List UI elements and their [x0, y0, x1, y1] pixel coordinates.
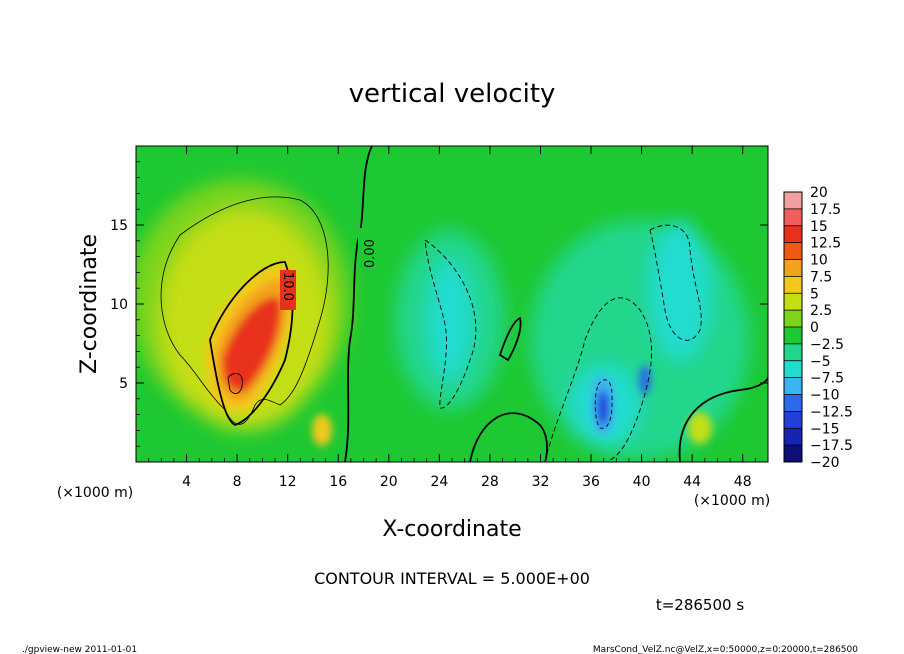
x-tick-label: 8	[233, 474, 242, 490]
x-tick-label: 12	[279, 474, 297, 490]
x-tick-label: 48	[734, 474, 752, 490]
contour-label-0-text: 0.00	[363, 239, 378, 268]
x-tick-label: 40	[633, 474, 651, 490]
field-cool-right	[530, 220, 750, 460]
contour-lines	[160, 146, 768, 462]
x-unit-label-left: (×1000 m)	[57, 485, 133, 501]
colorbar-swatch	[784, 208, 802, 226]
contour-zero-right	[678, 375, 768, 462]
contour-10	[209, 261, 294, 426]
contour-zero-blob	[469, 412, 548, 462]
colorbar-swatch	[784, 225, 802, 243]
colorbar-swatch	[784, 394, 802, 412]
x-tick-label: 20	[380, 474, 398, 490]
colorbar-swatch	[784, 293, 802, 311]
downdraft-small-blue	[639, 365, 651, 395]
x-axis: 4 8 12 16 20 24 28 32 36 40 44 48	[148, 146, 756, 490]
x-unit-label-right: (×1000 m)	[694, 493, 770, 509]
contour-neg5-left	[424, 239, 477, 409]
contour-label-10: 10.0	[280, 270, 296, 310]
colorbar-label: 7.5	[810, 269, 832, 285]
y-axis-title: Z-coordinate	[77, 234, 102, 374]
x-tick-label: 4	[182, 474, 191, 490]
heatmap-field: 10.0 0.00	[136, 146, 768, 462]
x-tick-label: 24	[430, 474, 448, 490]
colorbar-swatch	[784, 242, 802, 260]
colorbar-label: 2.5	[810, 303, 832, 319]
colorbar-swatch	[784, 310, 802, 327]
colorbar-label: 0	[810, 320, 819, 336]
colorbar-label: −15	[810, 421, 840, 437]
colorbar-swatch	[784, 428, 802, 446]
colorbar-label: −2.5	[810, 337, 844, 353]
x-tick-label: 16	[329, 474, 347, 490]
colorbar-label: 15	[810, 219, 828, 235]
contour-interval-text: CONTOUR INTERVAL = 5.000E+00	[314, 569, 590, 588]
footer-right: MarsCond_VelZ.nc@VelZ,x=0:50000,z=0:2000…	[593, 645, 858, 654]
y-axis: 5 10 15	[110, 161, 768, 447]
downdraft-darkblue	[597, 390, 609, 426]
contour-neg5-mid	[544, 297, 652, 462]
footer-left: ./gpview-new 2011-01-01	[22, 645, 137, 654]
colorbar-swatch	[784, 445, 802, 462]
updraft-red	[222, 297, 281, 392]
colorbar-label: 17.5	[810, 202, 841, 218]
colorbar-swatch	[784, 343, 802, 361]
contour-label-0: 0.00	[358, 228, 378, 270]
colorbar-label: 10	[810, 253, 828, 269]
colorbar-swatch	[784, 192, 802, 209]
warm-spot	[312, 414, 332, 446]
time-label: t=286500 s	[656, 596, 744, 614]
y-tick-label: 15	[110, 218, 128, 234]
warm-spot-right	[688, 412, 712, 444]
contour-5	[160, 196, 329, 425]
colorbar-label: 20	[810, 185, 828, 201]
contour-zero	[344, 146, 373, 462]
colorbar-swatch	[784, 327, 802, 344]
chart-title: vertical velocity	[349, 79, 556, 109]
contour-zero-small	[498, 316, 522, 362]
colorbar-label: 5	[810, 286, 819, 302]
x-tick-label: 44	[683, 474, 701, 490]
colorbar-label: −12.5	[810, 404, 853, 420]
y-tick-label: 10	[110, 297, 128, 313]
colorbar-swatch	[784, 360, 802, 378]
field-cyan-left	[428, 260, 472, 380]
colorbar-label: −20	[810, 455, 840, 471]
contour-15	[227, 373, 243, 394]
contour-neg5-right	[649, 224, 702, 341]
colorbar-label: −10	[810, 388, 840, 404]
colorbar-label: −5	[810, 354, 831, 370]
contour-neg10	[594, 379, 613, 429]
x-tick-label: 36	[582, 474, 600, 490]
colorbar-label: −7.5	[810, 371, 844, 387]
colorbar-label: −17.5	[810, 438, 853, 454]
colorbar-swatch	[784, 259, 802, 277]
colorbar-swatch	[784, 377, 802, 395]
colorbar: 2017.51512.5107.552.50−2.5−5−7.5−10−12.5…	[783, 185, 853, 471]
field-cyan-right	[650, 220, 710, 360]
contour-label-10-text: 10.0	[280, 272, 295, 301]
y-tick-label: 5	[119, 376, 128, 392]
colorbar-swatch	[784, 411, 802, 429]
x-axis-title: X-coordinate	[382, 517, 521, 542]
x-tick-label: 32	[532, 474, 550, 490]
colorbar-label: 12.5	[810, 236, 841, 252]
colorbar-swatch	[784, 276, 802, 294]
x-tick-label: 28	[481, 474, 499, 490]
